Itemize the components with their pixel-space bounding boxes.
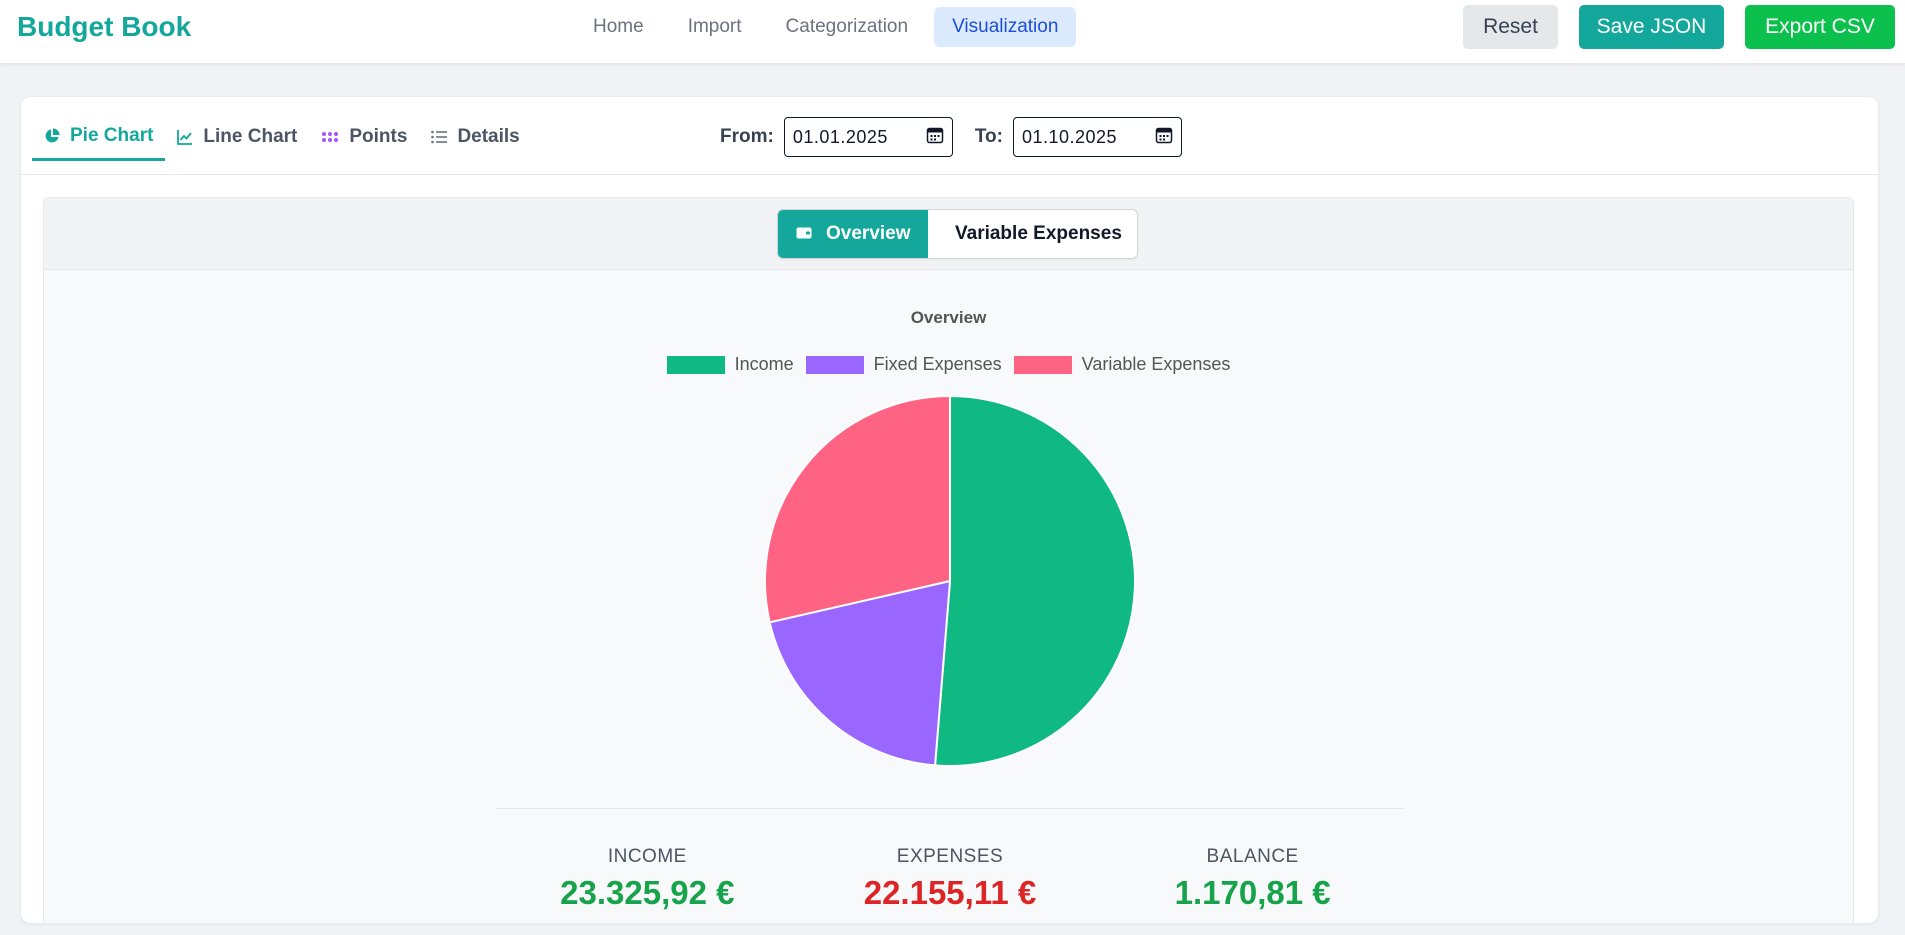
save-json-button[interactable]: Save JSON xyxy=(1579,5,1724,49)
top-actions: Reset Save JSON Export CSV xyxy=(1463,5,1895,49)
chart-tab-bar: Pie Chart Line Chart Points Details xyxy=(21,97,1878,175)
points-icon xyxy=(321,131,339,143)
date-range: From: 01.01.2025 To: 01.10.2025 xyxy=(720,117,1182,157)
from-date-input[interactable]: 01.01.2025 xyxy=(783,117,953,157)
income-stat: INCOME 23.325,92 € xyxy=(497,846,797,912)
pie-slice-fixed-expenses[interactable] xyxy=(768,579,952,767)
legend-label: Income xyxy=(734,354,794,374)
expenses-label: EXPENSES xyxy=(896,846,1004,867)
balance-value: 1.170,81 € xyxy=(1174,874,1331,911)
export-csv-button[interactable]: Export CSV xyxy=(1745,5,1895,49)
nav-categorization[interactable]: Categorization xyxy=(785,16,909,37)
chart-title: Overview xyxy=(910,308,987,327)
visualization-card: Pie Chart Line Chart Points Details xyxy=(21,97,1878,923)
legend-item[interactable]: Income xyxy=(666,354,794,375)
variable-expenses-toggle[interactable]: Variable Expenses xyxy=(955,223,1122,244)
from-date-value: 01.01.2025 xyxy=(792,126,888,147)
from-label: From: xyxy=(720,126,774,147)
tab-label: Pie Chart xyxy=(70,124,154,146)
tab-pie-chart[interactable]: Pie Chart xyxy=(32,113,166,161)
legend-label: Variable Expenses xyxy=(1081,354,1231,374)
view-toggle-bar: Overview Variable Expenses xyxy=(44,198,1853,270)
overview-toggle[interactable]: Overview xyxy=(778,210,928,258)
tab-points[interactable]: Points xyxy=(309,113,419,161)
wallet-icon xyxy=(796,223,812,245)
summary-stats: INCOME 23.325,92 € EXPENSES 22.155,11 € … xyxy=(496,846,1404,912)
chart-legend: Income Fixed Expenses Variable Expenses xyxy=(44,354,1853,375)
legend-item[interactable]: Fixed Expenses xyxy=(805,354,1002,375)
income-label: INCOME xyxy=(607,846,687,867)
main-nav: Home Import Categorization Visualization xyxy=(575,7,1077,47)
overview-label: Overview xyxy=(826,223,911,244)
to-date-input[interactable]: 01.10.2025 xyxy=(1012,117,1182,157)
nav-import[interactable]: Import xyxy=(687,16,742,37)
reset-button[interactable]: Reset xyxy=(1463,5,1558,49)
tab-details[interactable]: Details xyxy=(419,113,531,161)
to-label: To: xyxy=(974,126,1003,147)
line-chart-icon xyxy=(177,129,193,145)
legend-label: Fixed Expenses xyxy=(873,354,1002,374)
top-navbar: Budget Book Home Import Categorization V… xyxy=(0,0,1905,64)
expenses-value: 22.155,11 € xyxy=(863,874,1037,911)
calendar-icon[interactable] xyxy=(926,126,944,149)
pie-chart xyxy=(762,393,1138,774)
pie-slice-income[interactable] xyxy=(933,394,1136,767)
calendar-icon[interactable] xyxy=(1155,126,1173,149)
app-title: Budget Book xyxy=(17,11,192,42)
pie-slice-variable-expenses[interactable] xyxy=(764,394,951,624)
legend-swatch xyxy=(805,355,864,374)
pie-chart-svg xyxy=(764,394,1136,767)
list-icon xyxy=(431,130,448,144)
tab-label: Line Chart xyxy=(203,126,298,147)
balance-stat: BALANCE 1.170,81 € xyxy=(1103,846,1403,912)
income-value: 23.325,92 € xyxy=(560,874,735,911)
view-toggle: Overview Variable Expenses xyxy=(777,209,1138,259)
chart-panel: Overview Variable Expenses Overview Inco… xyxy=(43,197,1854,923)
legend-swatch xyxy=(666,355,725,374)
tab-label: Details xyxy=(457,126,520,147)
pie-chart-icon xyxy=(44,128,60,144)
expenses-stat: EXPENSES 22.155,11 € xyxy=(800,846,1100,912)
balance-label: BALANCE xyxy=(1206,846,1299,867)
nav-home[interactable]: Home xyxy=(593,16,644,37)
summary-divider xyxy=(496,808,1404,809)
legend-item[interactable]: Variable Expenses xyxy=(1013,354,1231,375)
tab-label: Points xyxy=(349,126,408,147)
nav-visualization[interactable]: Visualization xyxy=(934,7,1077,47)
tab-line-chart[interactable]: Line Chart xyxy=(165,113,309,161)
to-date-value: 01.10.2025 xyxy=(1021,126,1118,147)
chart-tabs: Pie Chart Line Chart Points Details xyxy=(32,113,532,161)
legend-swatch xyxy=(1013,355,1072,374)
